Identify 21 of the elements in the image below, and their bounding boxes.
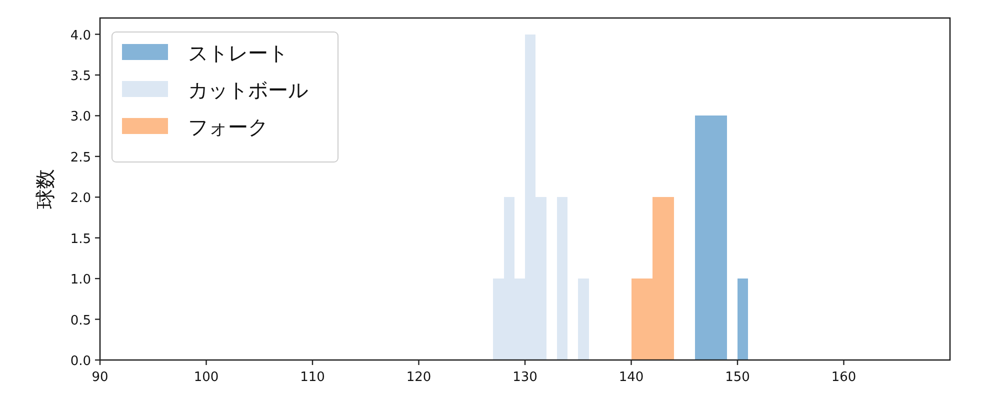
y-tick-label: 3.5 (70, 69, 91, 84)
x-tick-label: 160 (831, 370, 856, 385)
x-tick-label: 130 (512, 370, 538, 385)
x-tick-label: 100 (194, 370, 219, 385)
y-tick-label: 2.0 (70, 191, 91, 206)
legend-label: ストレート (188, 41, 288, 65)
y-tick-label: 4.0 (70, 28, 91, 44)
x-tick-label: 150 (725, 370, 750, 385)
y-tick-label: 0.5 (70, 313, 91, 328)
y-axis-title: 球数 (33, 169, 57, 209)
y-tick-label: 1.5 (70, 232, 91, 247)
y-tick-label: 0.0 (70, 354, 91, 369)
y-tick-label: 2.5 (70, 150, 91, 166)
legend-label: カットボール (188, 78, 308, 102)
x-tick-label: 140 (618, 370, 644, 385)
x-tick-label: 110 (300, 370, 325, 385)
x-tick-label: 90 (92, 370, 108, 385)
y-tick-label: 1.0 (70, 272, 91, 288)
x-tick-label: 120 (406, 370, 432, 385)
y-tick-label: 3.0 (70, 110, 91, 125)
legend-label: フォーク (188, 115, 268, 139)
